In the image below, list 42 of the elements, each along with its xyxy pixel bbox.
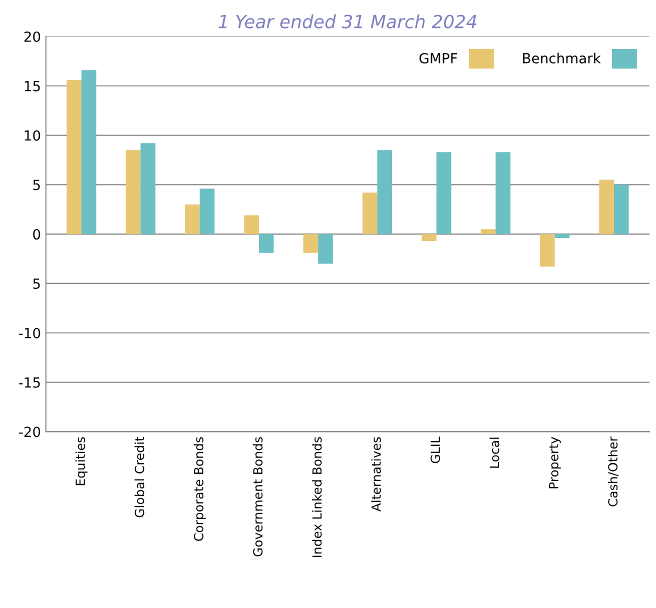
bar	[184, 204, 200, 234]
chart-title: 1 Year ended 31 March 2024	[218, 14, 476, 28]
bar	[66, 80, 82, 234]
y-tick-label: -20	[19, 426, 40, 438]
bar	[362, 192, 378, 234]
x-tick-label: Corporate Bonds	[194, 437, 206, 541]
y-tick-label: 10	[24, 130, 40, 141]
bar	[81, 70, 96, 234]
y-tick-label: 0	[33, 229, 40, 240]
y-tick-label: -10	[19, 328, 40, 338]
bar	[496, 152, 510, 234]
bar	[200, 188, 215, 234]
bar	[554, 234, 570, 238]
x-tick-label: Equities	[75, 437, 88, 486]
bar	[599, 180, 614, 234]
bar	[318, 234, 333, 264]
x-tick-label: GLIL	[430, 436, 440, 464]
legend-label: GMPF	[420, 52, 458, 64]
x-tick-label: Government Bonds	[252, 437, 263, 556]
bar	[140, 143, 156, 234]
x-tick-label: Global Credit	[134, 436, 144, 518]
bar	[422, 234, 436, 241]
x-tick-label: Index Linked Bonds	[312, 437, 322, 558]
bar	[244, 215, 259, 234]
bar	[377, 150, 392, 234]
bar	[126, 150, 141, 234]
y-tick-label: 5	[33, 180, 40, 190]
x-tick-label: Cash/Other	[608, 436, 619, 506]
x-tick-label: Local	[490, 438, 500, 468]
bar	[303, 234, 318, 253]
y-tick-label: 20	[24, 31, 40, 42]
bar	[258, 234, 274, 253]
y-tick-label: 5	[33, 278, 40, 289]
y-tick-label: -15	[19, 377, 40, 388]
bar	[480, 229, 496, 234]
x-tick-label: Property	[549, 436, 561, 488]
bar	[436, 152, 452, 234]
bar	[614, 184, 629, 234]
bar	[540, 234, 555, 267]
y-tick-label: 15	[24, 81, 40, 92]
x-tick-label: Alternatives	[371, 437, 381, 512]
legend-label: Benchmark	[523, 52, 601, 64]
